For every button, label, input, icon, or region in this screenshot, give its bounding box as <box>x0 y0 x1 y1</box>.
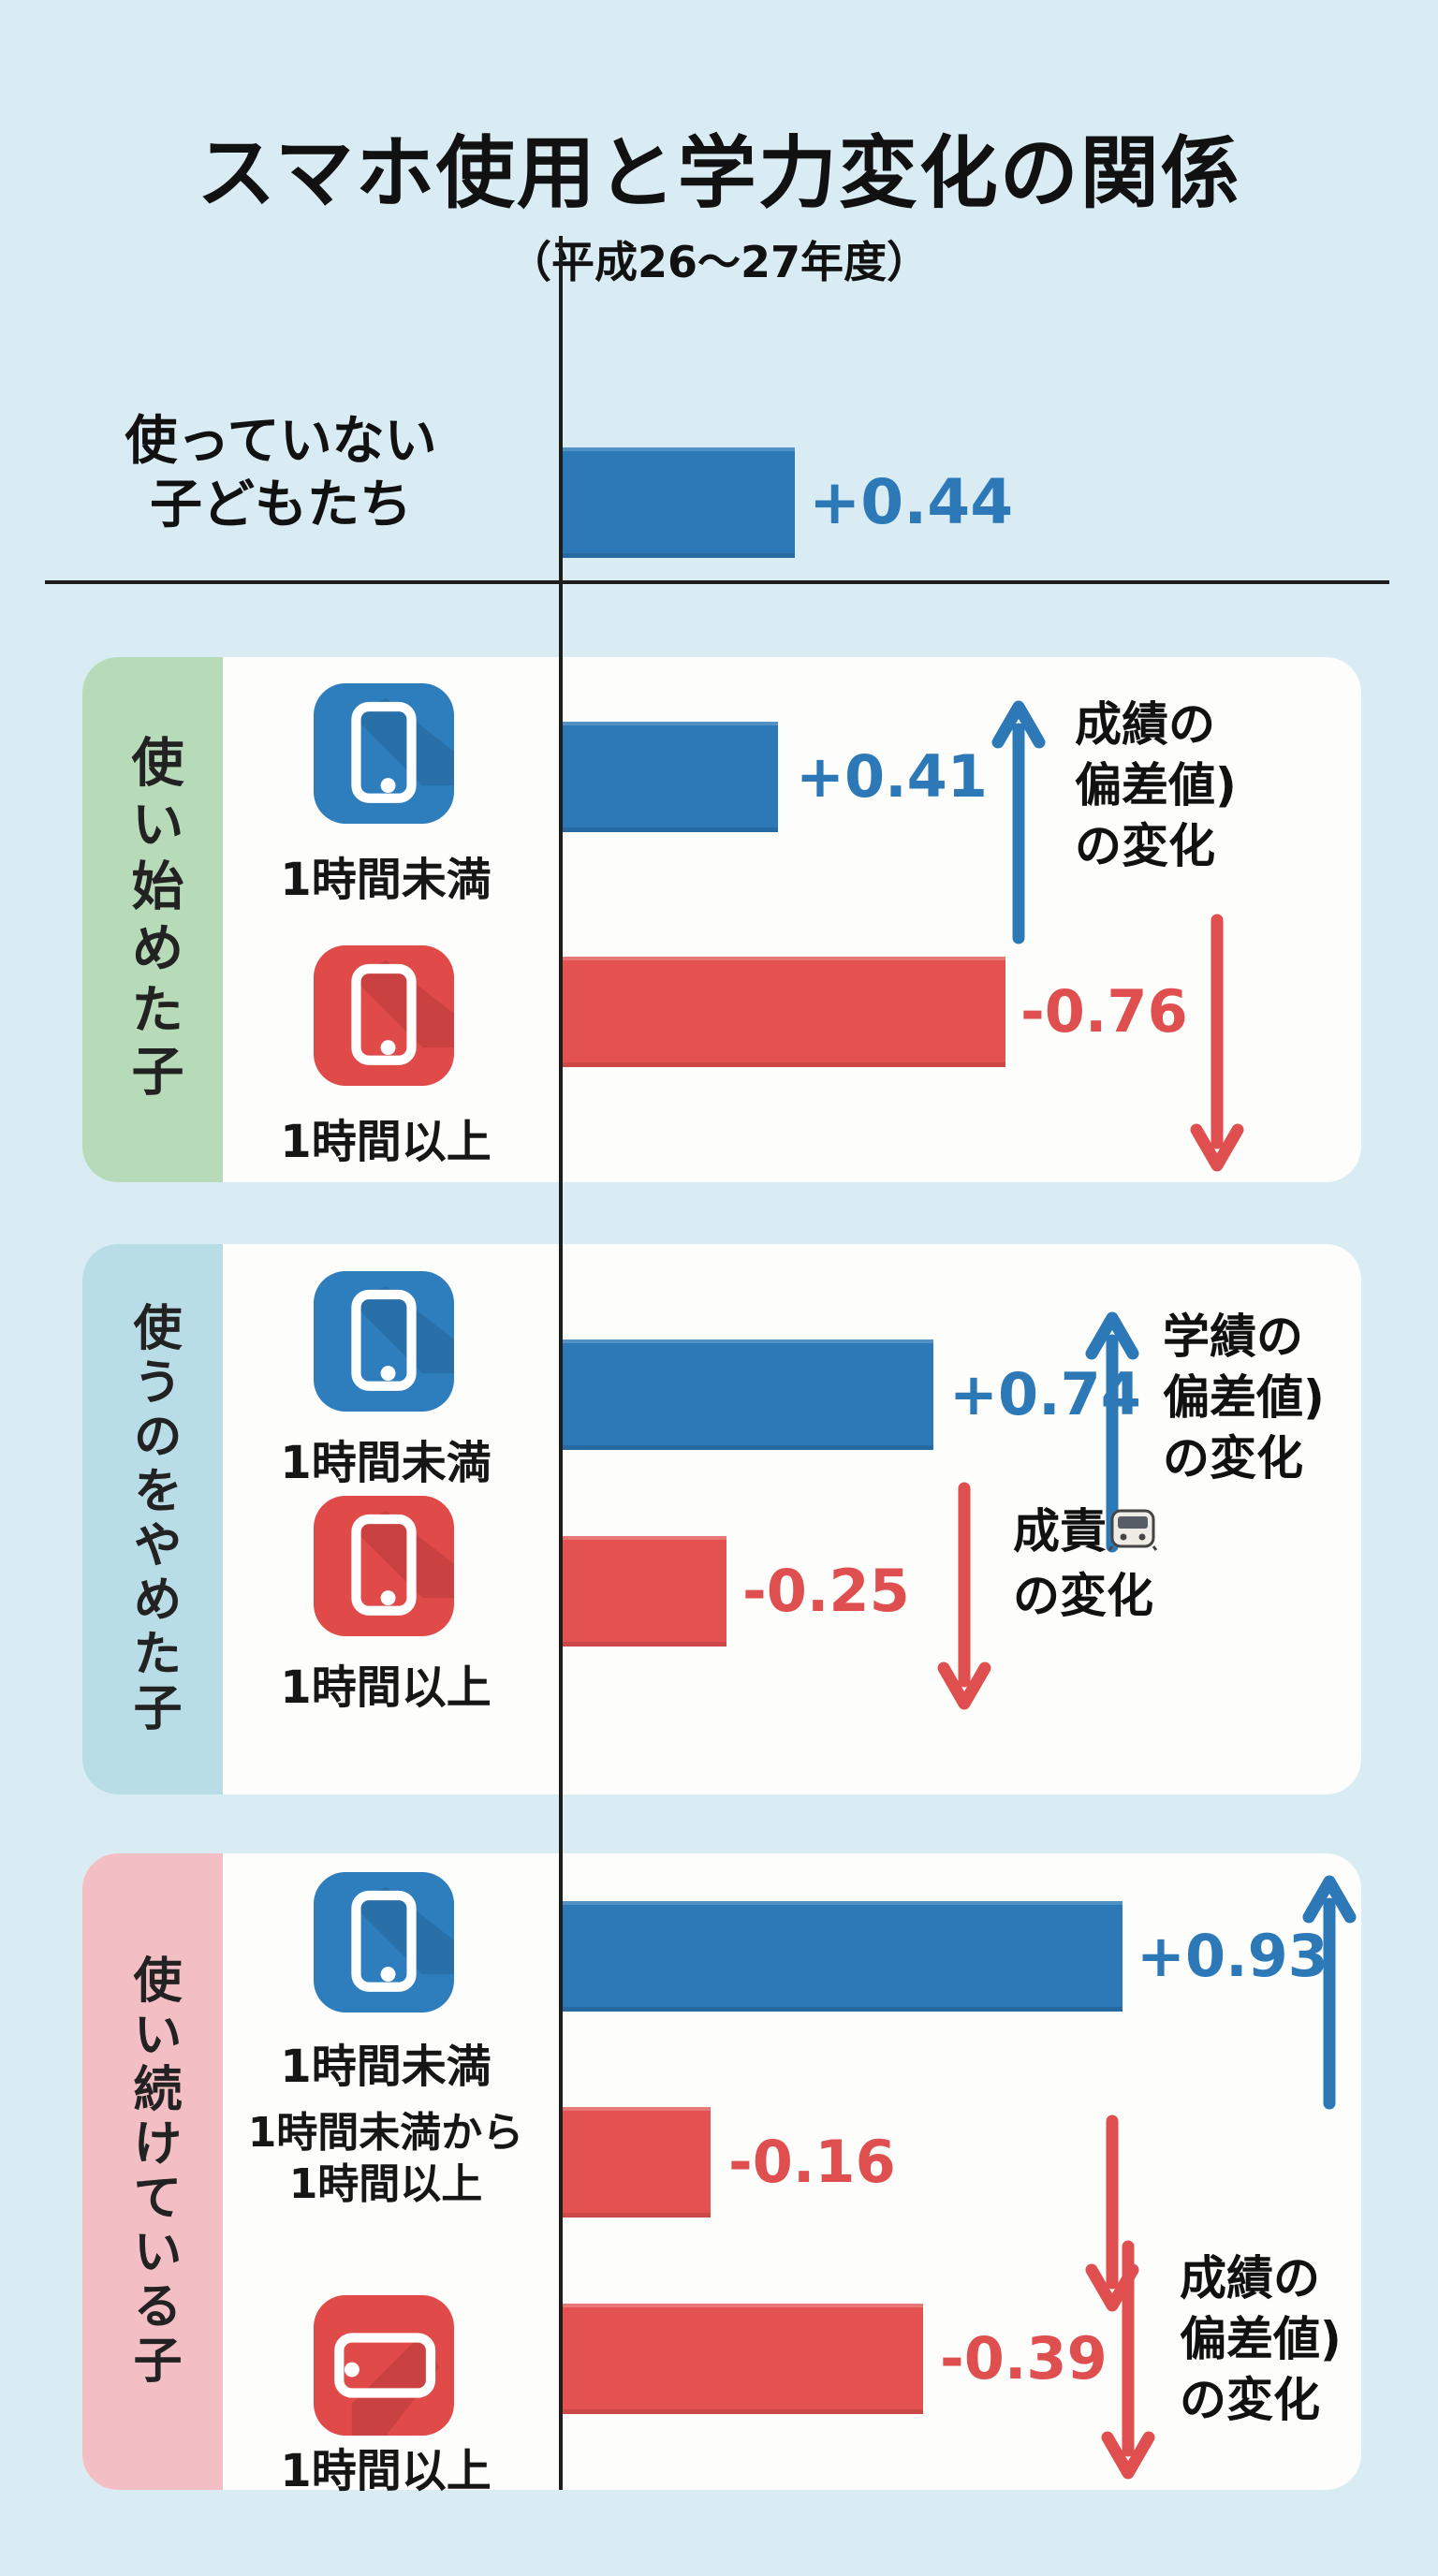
note-line: 成責 <box>1013 1501 1158 1566</box>
value-continuing-changed: -0.16 <box>728 2128 896 2196</box>
note-line: の変化 <box>1163 1431 1303 1486</box>
bar-started-under1h <box>563 722 778 832</box>
train-car-emoji-icon <box>1108 1505 1158 1566</box>
phone-portrait-icon-red <box>314 1496 454 1636</box>
phone-portrait-icon-blue <box>314 1872 454 2012</box>
value-stopped-over1h: -0.25 <box>742 1557 910 1625</box>
down-arrow-icon <box>1187 913 1247 1175</box>
zero-axis-line <box>559 236 563 2490</box>
section-tab-stopped: 使うのをやめた子 <box>82 1244 223 1794</box>
row-label: 1時間未満 <box>280 854 492 906</box>
note-line: の変化 <box>1013 1569 1153 1623</box>
phone-portrait-icon-blue <box>314 1271 454 1412</box>
value-started-over1h: -0.76 <box>1020 977 1188 1046</box>
note-line: 成績の <box>1075 697 1215 752</box>
section-tab-label: 使い続けている子 <box>125 1954 181 2389</box>
bar-not-using <box>563 447 795 558</box>
note-line: 成績の <box>1180 2251 1320 2305</box>
section-tab-continuing: 使い続けている子 <box>82 1853 223 2490</box>
page-subtitle: （平成26〜27年度） <box>507 237 931 287</box>
baseline-label: 使っていない 子どもたち <box>66 410 496 538</box>
note-line: 学績の <box>1163 1310 1303 1364</box>
up-arrow-icon <box>989 697 1049 945</box>
bar-stopped-under1h <box>563 1339 933 1450</box>
row-label: 1時間以上 <box>280 1661 492 1714</box>
row-label: 1時間以上 <box>280 1116 492 1168</box>
bar-continuing-under1h <box>563 1901 1123 2012</box>
row-label-line1: 1時間未満から <box>247 2109 524 2157</box>
up-arrow-icon <box>1299 1872 1359 2111</box>
row-label: 1時間未満 <box>280 2041 492 2093</box>
note-line: 偏差値) <box>1163 1370 1325 1425</box>
note-line: の変化 <box>1075 819 1215 873</box>
bar-stopped-over1h <box>563 1536 726 1647</box>
down-arrow-icon <box>934 1481 994 1713</box>
note-grade-change: 成績の 偏差値) の変化 <box>1180 2248 1342 2431</box>
section-tab-label: 使うのをやめた子 <box>125 1302 181 1736</box>
row-label-line2: 1時間以上 <box>288 2159 483 2208</box>
note-line: の変化 <box>1180 2373 1320 2427</box>
divider-line <box>45 580 1389 584</box>
value-stopped-under1h: +0.74 <box>949 1360 1141 1428</box>
note-grade-change-down: 成責 の変化 <box>1013 1501 1158 1627</box>
section-card-started: 使い始めた子 <box>82 657 1361 1182</box>
baseline-label-line2: 子どもたち <box>150 475 412 536</box>
bar-continuing-over1h <box>563 2304 923 2414</box>
phone-portrait-icon-red <box>314 945 454 1086</box>
note-line: 偏差値) <box>1180 2312 1342 2366</box>
bar-started-over1h <box>563 957 1005 1067</box>
note-grade-change: 学績の 偏差値) の変化 <box>1163 1307 1325 1489</box>
section-tab-started: 使い始めた子 <box>82 657 223 1182</box>
page-title: スマホ使用と学力変化の関係 <box>197 127 1241 219</box>
value-not-using: +0.44 <box>809 466 1014 538</box>
note-text: 成責 <box>1013 1504 1107 1559</box>
up-arrow-icon <box>1082 1309 1142 1554</box>
bar-continuing-changed <box>563 2107 711 2217</box>
section-tab-label: 使い始めた子 <box>123 734 183 1105</box>
baseline-label-line1: 使っていない <box>125 411 437 472</box>
value-started-under1h: +0.41 <box>796 742 988 811</box>
phone-portrait-icon-blue <box>314 683 454 824</box>
down-arrow-icon <box>1098 2239 1158 2482</box>
row-label: 1時間未満 <box>280 1437 492 1489</box>
row-label-two-line: 1時間未満から 1時間以上 <box>217 2108 554 2210</box>
value-continuing-over1h: -0.39 <box>940 2324 1108 2393</box>
phone-landscape-icon-red <box>314 2295 454 2436</box>
note-line: 偏差値) <box>1075 758 1237 812</box>
note-grade-change: 成績の 偏差値) の変化 <box>1075 695 1237 877</box>
row-label: 1時間以上 <box>280 2445 492 2497</box>
value-continuing-under1h: +0.93 <box>1137 1922 1328 1990</box>
